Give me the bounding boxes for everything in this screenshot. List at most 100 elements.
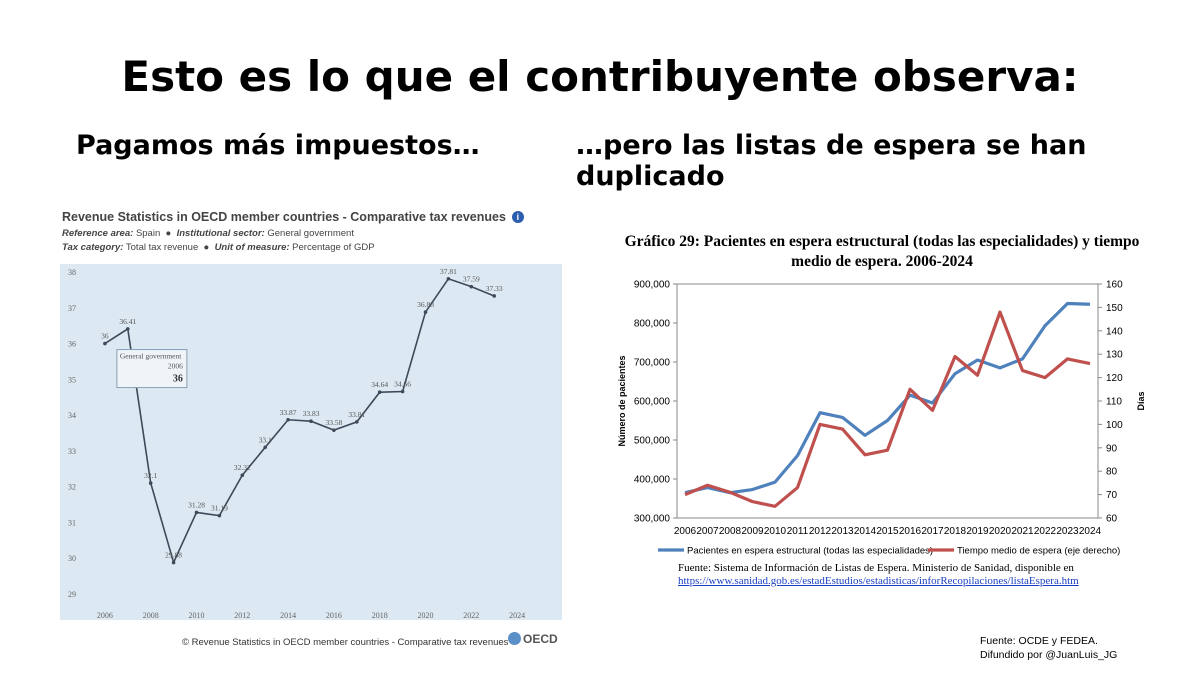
x-tick-label: 2010 bbox=[764, 526, 787, 537]
credit-author: Difundido por @JuanLuis_JG bbox=[980, 649, 1118, 661]
x-tick-label: 2016 bbox=[326, 611, 342, 620]
data-point bbox=[377, 390, 382, 395]
y-tick-label: 38 bbox=[68, 268, 76, 277]
x-tick-label: 2014 bbox=[854, 526, 877, 537]
oecd-meta-row-1: Reference area: Spain ● Institutional se… bbox=[62, 228, 354, 239]
legend-label-wait-time: Tiempo medio de espera (eje derecho) bbox=[957, 546, 1120, 557]
data-label: 32.1 bbox=[144, 471, 157, 480]
data-label: 36 bbox=[101, 332, 109, 341]
x-tick-label: 2018 bbox=[944, 526, 967, 537]
x-tick-label: 2019 bbox=[966, 526, 989, 537]
tooltip-value: 36 bbox=[173, 374, 183, 385]
meta-value-reference-area: Spain bbox=[135, 228, 161, 239]
y2-axis-label: Días bbox=[1136, 391, 1146, 410]
meta-value-institutional-sector: General government bbox=[267, 228, 354, 239]
waiting-list-line-chart: 300,000 400,000 500,000 600,000 700,000 800,0… bbox=[617, 280, 1146, 557]
data-label: 37.33 bbox=[486, 284, 503, 293]
data-point bbox=[423, 310, 428, 314]
oecd-footer: © Revenue Statistics in OECD member coun… bbox=[182, 637, 509, 648]
data-label: 31.19 bbox=[211, 504, 228, 513]
y2-tick-label: 100 bbox=[1106, 420, 1123, 431]
meta-key-unit-of-measure: Unit of measure: bbox=[214, 242, 290, 253]
oecd-line-chart: 29 30 31 32 33 34 35 36 37 38 2006 2008 2010 2012 2014… bbox=[68, 267, 525, 620]
data-label: 33.83 bbox=[303, 409, 320, 418]
chart-title-line-2: medio de espera. 2006-2024 bbox=[791, 253, 973, 270]
data-point bbox=[126, 327, 130, 331]
meta-value-tax-category: Total tax revenue bbox=[125, 242, 199, 253]
x-tick-label: 2022 bbox=[1034, 526, 1057, 537]
x-tick-label: 2020 bbox=[989, 526, 1012, 537]
data-point bbox=[446, 276, 451, 281]
data-point bbox=[355, 420, 359, 424]
plot-frame bbox=[676, 283, 1099, 519]
meta-key-reference-area: Reference area: bbox=[62, 228, 134, 239]
data-point bbox=[148, 481, 153, 485]
data-point bbox=[263, 445, 267, 450]
y2-tick-label: 80 bbox=[1106, 467, 1118, 478]
y-tick-label: 36 bbox=[68, 340, 76, 349]
source-text: Fuente: Sistema de Información de Listas… bbox=[678, 562, 1074, 574]
y-tick-label: 800,000 bbox=[634, 319, 671, 330]
credit-source: Fuente: OCDE y FEDEA. bbox=[980, 635, 1098, 647]
data-point bbox=[171, 560, 176, 565]
left-subtitle: Pagamos más impuestos… bbox=[76, 130, 480, 161]
y-tick-label: 900,000 bbox=[634, 280, 671, 291]
y-tick-label: 34 bbox=[68, 411, 76, 420]
x-tick-label: 2007 bbox=[696, 526, 719, 537]
data-point bbox=[492, 294, 497, 298]
x-tick-label: 2006 bbox=[97, 611, 113, 620]
data-point bbox=[286, 417, 290, 422]
credits: Fuente: OCDE y FEDEA. Difundido por @Jua… bbox=[980, 634, 1117, 662]
data-label: 33.81 bbox=[348, 410, 365, 419]
x-tick-label: 2010 bbox=[189, 611, 205, 620]
info-icon[interactable]: i bbox=[511, 211, 524, 223]
x-tick-label: 2013 bbox=[831, 526, 854, 537]
y-tick-label: 35 bbox=[68, 375, 76, 384]
x-tick-label: 2014 bbox=[280, 611, 296, 620]
data-label: 33.58 bbox=[325, 418, 342, 427]
y-tick-label: 600,000 bbox=[634, 397, 671, 408]
data-label: 33.1 bbox=[259, 435, 272, 444]
data-label: 31.28 bbox=[188, 500, 205, 509]
y-tick-label: 37 bbox=[68, 304, 76, 313]
patients-series-line bbox=[684, 301, 1091, 495]
x-tick-label: 2020 bbox=[418, 611, 434, 620]
x-tick-label: 2009 bbox=[741, 526, 764, 537]
bullet-icon: ● bbox=[162, 228, 174, 239]
x-tick-label: 2024 bbox=[1079, 526, 1102, 537]
x-tick-label: 2012 bbox=[234, 611, 250, 620]
source-link[interactable]: https://www.sanidad.gob.es/estadEstudios… bbox=[678, 575, 1079, 587]
x-tick-label: 2008 bbox=[143, 611, 159, 620]
y-tick-label: 700,000 bbox=[634, 358, 671, 369]
oecd-plot-area: 29 30 31 32 33 34 35 36 37 38 2006 2008 2010 2012 2014… bbox=[60, 264, 562, 620]
oecd-logo-text: OECD bbox=[523, 632, 558, 646]
x-tick-label: 2008 bbox=[719, 526, 742, 537]
x-tick-label: 2017 bbox=[921, 526, 944, 537]
y-tick-label: 29 bbox=[68, 590, 76, 599]
y-tick-label: 300,000 bbox=[634, 514, 671, 525]
x-tick-label: 2022 bbox=[463, 611, 479, 620]
oecd-chart-title: Revenue Statistics in OECD member countr… bbox=[62, 210, 524, 224]
tooltip-year: 2006 bbox=[168, 362, 183, 371]
y-tick-label: 500,000 bbox=[634, 436, 671, 447]
y-tick-label: 33 bbox=[68, 447, 76, 456]
data-label: 33.87 bbox=[280, 408, 297, 417]
data-label: 37.59 bbox=[463, 275, 480, 284]
y2-tick-label: 110 bbox=[1106, 397, 1122, 408]
data-point bbox=[194, 510, 199, 515]
globe-icon bbox=[508, 632, 521, 645]
data-label: 36.41 bbox=[119, 317, 136, 326]
tooltip-box bbox=[116, 349, 188, 389]
y-tick-label: 32 bbox=[68, 483, 76, 492]
meta-value-unit-of-measure: Percentage of GDP bbox=[292, 242, 375, 253]
y-tick-label: 30 bbox=[68, 554, 76, 563]
waiting-list-source: Fuente: Sistema de Información de Listas… bbox=[678, 562, 1079, 588]
y-axis-label: Número de pacientes bbox=[617, 355, 627, 446]
x-tick-label: 2011 bbox=[787, 526, 809, 537]
tooltip-series: General government bbox=[120, 352, 182, 361]
data-label: 29.88 bbox=[165, 551, 182, 560]
x-tick-label: 2024 bbox=[509, 611, 525, 620]
x-tick-label: 2012 bbox=[809, 526, 832, 537]
oecd-title-text: Revenue Statistics in OECD member countr… bbox=[62, 210, 506, 224]
data-label: 34.66 bbox=[394, 379, 411, 388]
